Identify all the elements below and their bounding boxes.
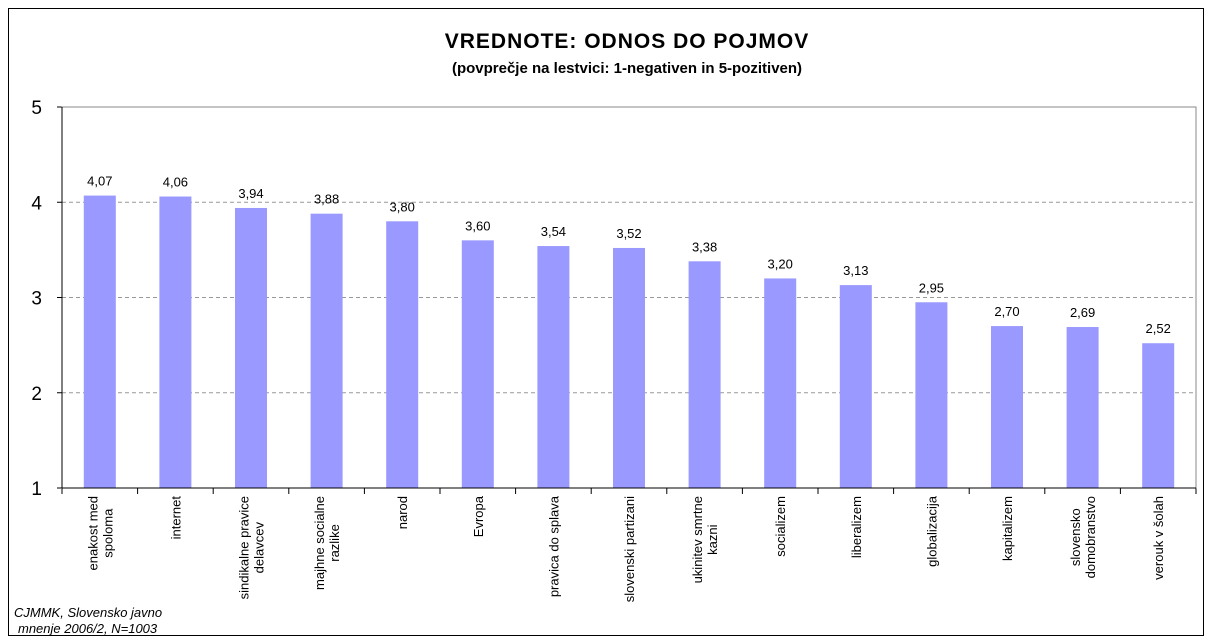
bar [235, 207, 267, 488]
bar [613, 247, 645, 488]
value-label: 2,69 [1070, 305, 1095, 320]
y-tick-label: 4 [31, 193, 42, 214]
value-label: 3,80 [390, 199, 415, 214]
x-tick-label: spoloma [100, 508, 115, 558]
x-tick-label-group: Evropa [471, 495, 486, 537]
value-label: 3,20 [768, 256, 793, 271]
bar [461, 240, 494, 488]
x-tick-label-group: slovensko domobranstvo [1068, 496, 1098, 578]
x-tick-label: liberalizem [849, 496, 864, 558]
x-tick-label: slovenski partizani [622, 496, 637, 602]
value-label: 2,70 [994, 304, 1019, 319]
x-tick-label: slovensko [1068, 508, 1083, 566]
value-label: 2,95 [919, 280, 944, 295]
x-tick-label: razlike [327, 524, 342, 562]
value-label: 4,06 [163, 175, 188, 190]
x-tick-label: kazni [705, 524, 720, 554]
x-tick-label-group: kapitalizem [1000, 496, 1015, 561]
x-tick-label: socializem [773, 496, 788, 557]
x-tick-label-group: sindikalne pravice delavcev [237, 496, 267, 599]
bar [1142, 343, 1175, 488]
value-label: 2,52 [1146, 321, 1171, 336]
x-tick-label: ukinitev smrtne [690, 496, 705, 583]
value-label: 3,94 [238, 186, 263, 201]
bar [83, 195, 116, 488]
x-tick-label: enakost med [85, 496, 100, 570]
x-tick-label-group: internet [168, 496, 183, 540]
x-tick-label-group: socializem [773, 496, 788, 557]
x-tick-label-group: ukinitev smrtne kazni [690, 496, 720, 583]
bar [159, 196, 192, 488]
x-tick-label: Evropa [471, 495, 486, 537]
source: CJMMK, Slovensko javno [14, 605, 162, 620]
value-label: 3,88 [314, 192, 339, 207]
bar [991, 326, 1023, 488]
x-tick-label: kapitalizem [1000, 496, 1015, 561]
bar [1066, 327, 1099, 488]
chart-title: VREDNOTE: ODNOS DO POJMOV [445, 30, 810, 53]
bar [764, 278, 797, 488]
value-label: 4,07 [87, 174, 112, 189]
value-label: 3,38 [692, 239, 717, 254]
x-tick-label-group: verouk v šolah [1151, 496, 1166, 580]
x-tick-label: narod [395, 496, 410, 529]
value-label: 3,60 [465, 218, 490, 233]
value-label: 3,52 [616, 226, 641, 241]
value-label: 3,13 [843, 263, 868, 278]
x-tick-label: domobranstvo [1083, 496, 1098, 578]
x-tick-label: majhne socialne [312, 496, 327, 590]
x-tick-label-group: majhne socialne razlike [312, 496, 342, 590]
bar [537, 246, 570, 488]
x-tick-label-group: slovenski partizani [622, 496, 637, 602]
chart-subtitle: (povprečje na lestvici: 1-negativen in 5… [452, 60, 802, 77]
source: mnenje 2006/2, N=1003 [18, 621, 158, 636]
value-label: 3,54 [541, 224, 566, 239]
chart-frame [8, 8, 1204, 636]
bar [688, 261, 721, 488]
x-tick-label: sindikalne pravice [237, 496, 252, 599]
bar [839, 285, 872, 488]
x-tick-label: delavcev [252, 522, 267, 574]
x-tick-label-group: liberalizem [849, 496, 864, 558]
bar [386, 221, 419, 489]
x-tick-label-group: globalizacija [924, 495, 939, 567]
y-tick-label: 1 [31, 479, 42, 500]
x-tick-label: internet [168, 496, 183, 540]
x-tick-label-group: narod [395, 496, 410, 529]
x-tick-label: globalizacija [924, 495, 939, 567]
bar [310, 213, 343, 488]
x-tick-label-group: pravica do splava [546, 495, 561, 597]
bar [915, 302, 948, 488]
y-tick-label: 5 [31, 98, 42, 119]
x-tick-label: verouk v šolah [1151, 496, 1166, 580]
y-tick-label: 2 [31, 384, 42, 405]
y-tick-label: 3 [31, 289, 42, 310]
x-tick-label: pravica do splava [546, 495, 561, 597]
x-tick-label-group: enakost med spoloma [85, 496, 115, 570]
